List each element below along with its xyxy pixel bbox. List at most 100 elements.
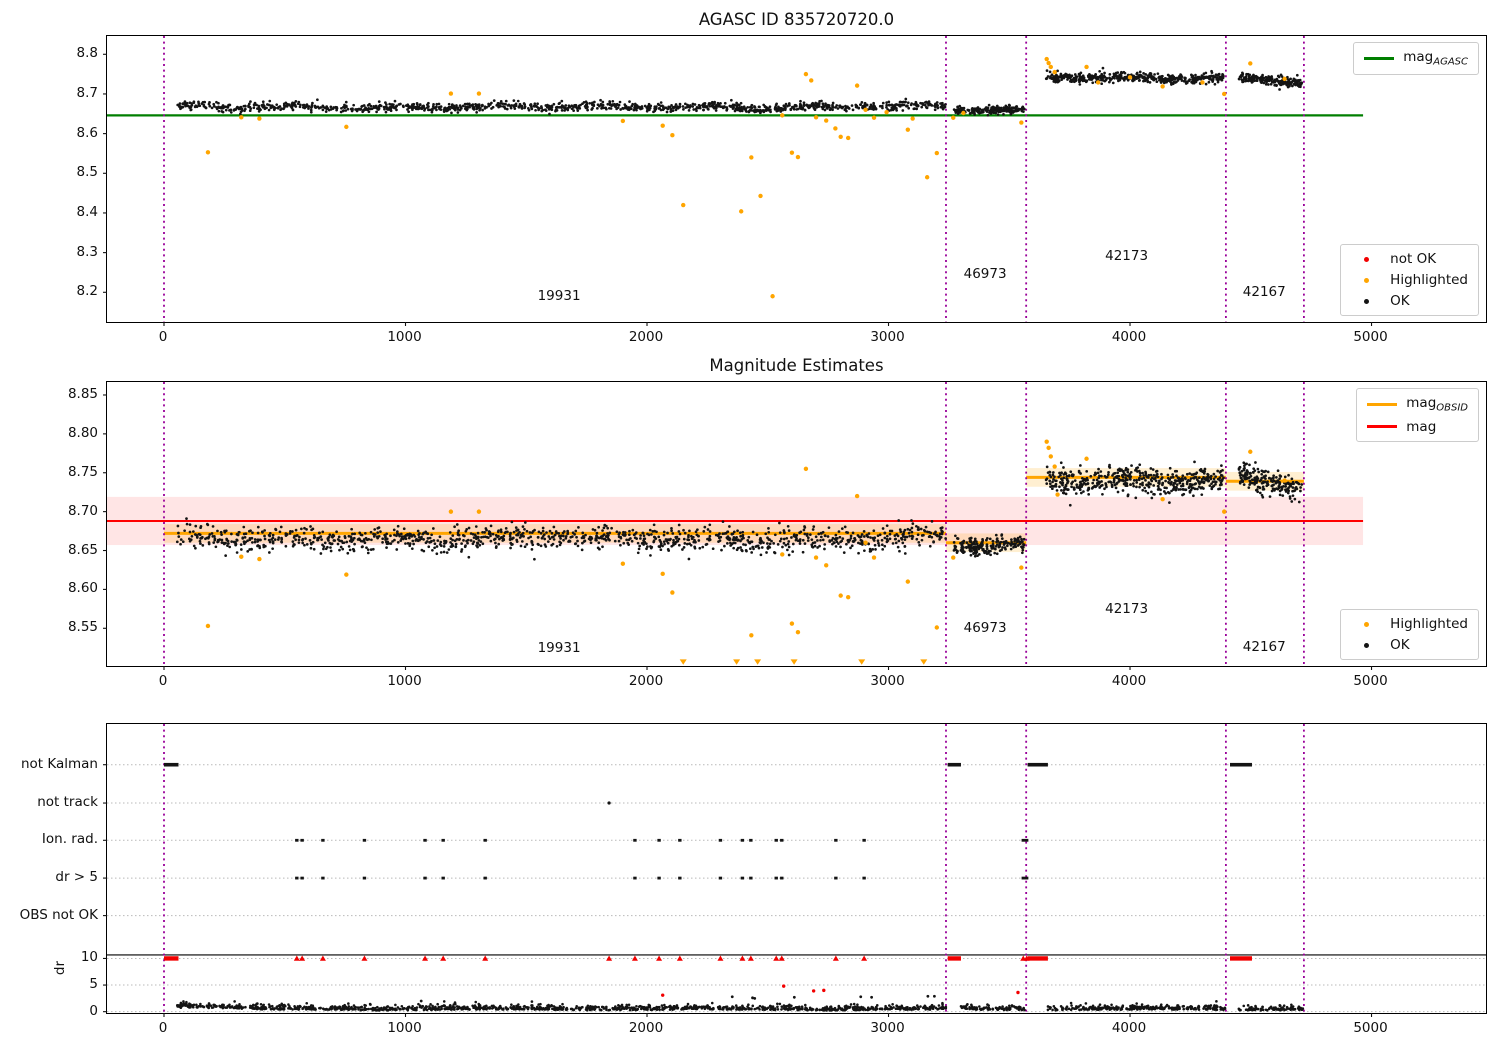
ok-point	[952, 541, 956, 544]
ok-point	[736, 529, 739, 533]
middle-plot-axes: magOBSID mag Highlighted OK	[103, 381, 1487, 670]
ok-point	[750, 551, 754, 554]
ok-point	[1256, 76, 1260, 80]
ok-point	[1081, 79, 1085, 83]
ok-point	[973, 542, 977, 546]
ok-point	[1124, 468, 1128, 472]
ok-point	[481, 542, 485, 546]
ok-point	[682, 546, 686, 549]
ok-point	[783, 105, 787, 108]
ok-point	[547, 535, 551, 538]
ok-point	[1149, 473, 1153, 477]
ok-point	[906, 104, 909, 108]
ok-point	[1048, 70, 1052, 74]
ok-point	[794, 104, 798, 108]
ok-point	[340, 106, 343, 110]
ok-point	[1296, 481, 1300, 485]
ok-point	[520, 104, 524, 108]
ok-point	[1138, 474, 1142, 477]
ok-point	[795, 108, 799, 111]
ok-point	[1021, 551, 1024, 555]
legend-label: OK	[1390, 293, 1410, 309]
ok-point	[1009, 547, 1013, 551]
ok-point	[1273, 83, 1277, 87]
ok-point	[422, 538, 425, 541]
ok-point	[1117, 480, 1121, 483]
ok-point	[1263, 480, 1267, 484]
ok-point	[856, 534, 860, 537]
ok-point	[469, 539, 473, 542]
dr-clipped-point	[778, 955, 785, 961]
ok-point	[1132, 479, 1136, 482]
ok-point	[425, 106, 429, 110]
ok-point	[859, 535, 863, 538]
ok-point	[436, 539, 440, 542]
ok-point	[455, 523, 459, 526]
ok-point	[801, 538, 805, 542]
highlighted-point	[934, 625, 940, 630]
ok-point	[497, 542, 501, 546]
ok-point	[482, 535, 485, 539]
ok-point	[1076, 486, 1080, 490]
ok-point	[627, 108, 631, 112]
highlighted-point	[1282, 76, 1287, 82]
ok-point	[652, 540, 655, 544]
ok-point	[662, 540, 666, 544]
ok-point	[239, 543, 243, 546]
highlighted-point	[1055, 492, 1060, 497]
ok-point	[1200, 477, 1204, 481]
ok-point	[786, 524, 790, 528]
highlighted-point	[884, 110, 889, 115]
ok-point	[891, 542, 895, 545]
ok-point	[349, 535, 353, 538]
ok-point	[1275, 476, 1278, 479]
ok-point	[1189, 477, 1193, 480]
ok-point	[978, 111, 981, 115]
ok-point	[657, 107, 661, 110]
legend-marker-sample	[1363, 642, 1369, 648]
ok-point	[823, 547, 826, 551]
ok-point	[457, 538, 461, 541]
ok-point	[1290, 80, 1294, 84]
ok-point	[220, 110, 224, 113]
ok-point	[821, 107, 825, 111]
ok-point	[465, 102, 469, 106]
ok-point	[178, 102, 182, 105]
ok-point	[1087, 74, 1091, 78]
ok-point	[851, 108, 855, 112]
ok-point	[1214, 75, 1217, 79]
ok-point	[285, 105, 289, 108]
highlighted-point	[1160, 496, 1165, 502]
dr-not-ok-point	[661, 993, 665, 997]
ok-point	[1256, 467, 1260, 471]
ok-point	[895, 103, 898, 106]
legend-label: not OK	[1390, 251, 1437, 267]
ok-point	[1172, 487, 1176, 491]
highlighted-point	[863, 540, 868, 545]
ok-point	[985, 552, 989, 555]
ok-point	[515, 529, 518, 532]
ok-point	[1237, 77, 1241, 81]
ok-point	[478, 108, 481, 112]
ok-point	[1188, 482, 1192, 486]
ok-point	[726, 537, 730, 541]
ok-point	[181, 102, 185, 105]
ok-point	[639, 106, 643, 109]
ok-point	[1054, 485, 1058, 488]
ok-point	[1046, 471, 1050, 475]
ok-point	[476, 531, 480, 535]
ok-point	[462, 539, 465, 542]
ok-point	[601, 529, 604, 532]
ok-point	[1266, 482, 1270, 486]
legend-item: mag	[1367, 419, 1468, 435]
ok-point	[890, 103, 894, 107]
ok-point	[1258, 78, 1262, 82]
ok-point	[1003, 542, 1006, 545]
ok-point	[936, 106, 940, 110]
ok-point	[814, 101, 817, 105]
ok-point	[1267, 79, 1271, 83]
ok-point	[376, 107, 379, 110]
ok-point	[1171, 473, 1174, 476]
ok-point	[309, 546, 313, 550]
ok-point	[422, 549, 426, 553]
